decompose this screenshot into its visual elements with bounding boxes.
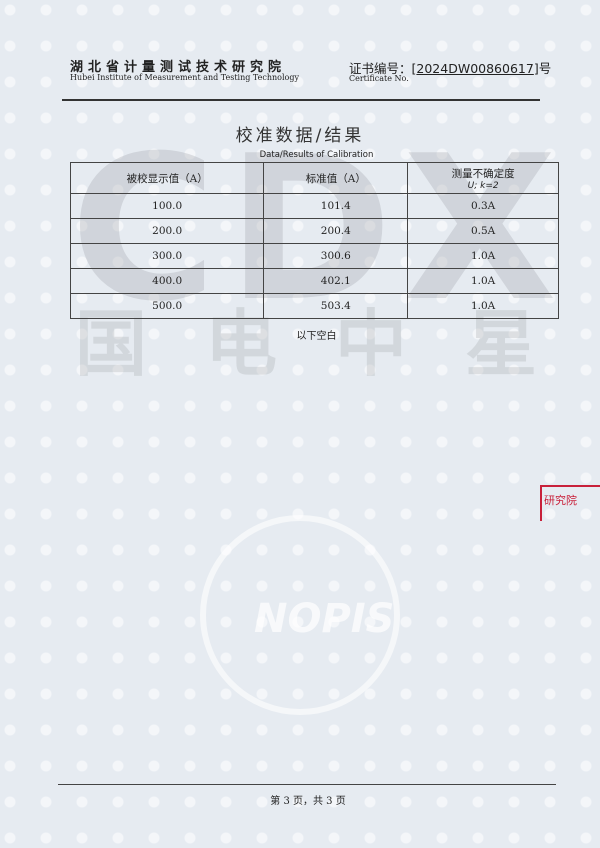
table-row: 400.0 402.1 1.0A — [69, 268, 559, 294]
certificate-value: 2024DW00860617 — [416, 61, 534, 76]
certificate-label-en: Certificate No. — [349, 74, 409, 83]
table-cell: 0.5A — [407, 218, 559, 244]
certificate-number: 证书编号：[2024DW00860617]号 — [349, 61, 552, 76]
table-row: 200.0 200.4 0.5A — [69, 218, 559, 244]
table-cell: 200.0 — [69, 218, 265, 244]
institute-name-cn: 湖北省计量测试技术研究院 — [70, 60, 287, 75]
table-cell: 503.4 — [263, 293, 409, 319]
table-cell: 1.0A — [407, 293, 559, 319]
col-header: 测量不确定度 U; k=2 — [407, 162, 559, 194]
table-cell: 402.1 — [263, 268, 409, 294]
col-header-label: 测量不确定度 — [451, 167, 515, 180]
col-header-sub: U; k=2 — [467, 180, 499, 191]
col-header: 标准值（A） — [263, 162, 409, 194]
table-cell: 500.0 — [69, 293, 265, 319]
page-number: 第 3 页，共 3 页 — [270, 796, 346, 807]
table-row: 100.0 101.4 0.3A — [69, 193, 559, 219]
watermark-logo-text: NOPIS — [254, 596, 395, 642]
table-cell: 100.0 — [69, 193, 265, 219]
table-cell: 300.0 — [69, 243, 265, 269]
table-cell: 1.0A — [407, 268, 559, 294]
page-subtitle: Data/Results of Calibration — [259, 150, 374, 160]
table-cell: 200.4 — [263, 218, 409, 244]
institute-name-en: Hubei Institute of Measurement and Testi… — [70, 73, 299, 82]
blank-note: 以下空白 — [296, 331, 337, 342]
footer-divider — [58, 784, 556, 785]
table-cell: 300.6 — [263, 243, 409, 269]
certificate-label: 证书编号： — [349, 61, 412, 76]
certificate-suffix: 号 — [538, 61, 552, 76]
table-row: 500.0 503.4 1.0A — [69, 293, 559, 319]
table-cell: 1.0A — [407, 243, 559, 269]
table-header-row: 被校显示值（A） 标准值（A） 测量不确定度 U; k=2 — [69, 162, 559, 194]
page-title: 校准数据/结果 — [235, 126, 365, 146]
table-cell: 0.3A — [407, 193, 559, 219]
results-table: 被校显示值（A） 标准值（A） 测量不确定度 U; k=2 100.0 101.4 0… — [69, 162, 559, 319]
watermark-logo: NOPIS — [200, 515, 400, 715]
header-divider — [62, 99, 540, 101]
col-header: 被校显示值（A） — [69, 162, 265, 194]
table-row: 300.0 300.6 1.0A — [69, 243, 559, 269]
table-cell: 101.4 — [263, 193, 409, 219]
seal-stamp: 研究院 — [540, 485, 600, 521]
table-cell: 400.0 — [69, 268, 265, 294]
